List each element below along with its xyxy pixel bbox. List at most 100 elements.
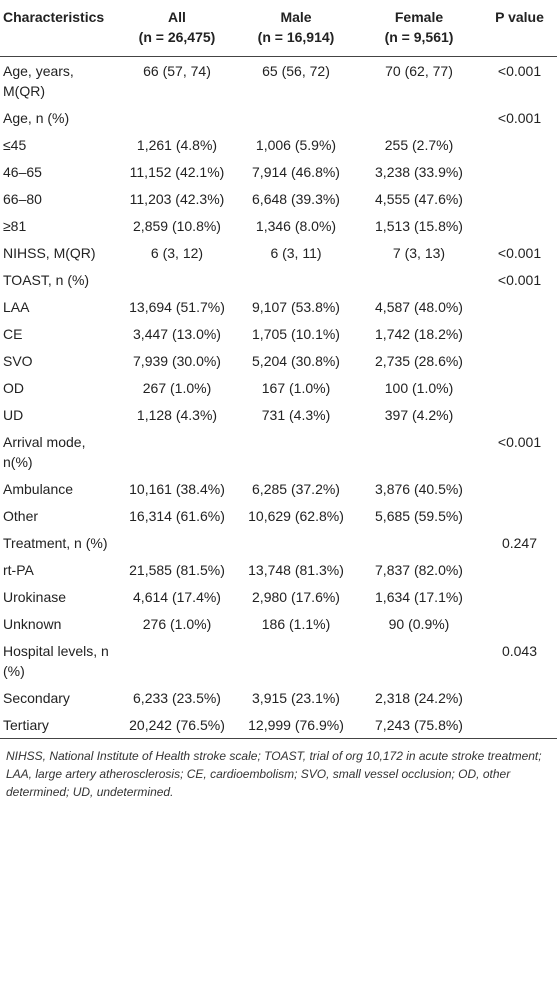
cell-text: 3,238 (33.9%): [375, 163, 463, 180]
cell: 397 (4.2%): [356, 401, 482, 428]
cell-text: Unknown: [3, 615, 62, 632]
row-label: Ambulance: [0, 475, 118, 502]
cell: [236, 637, 356, 684]
table-row: Ambulance 10,161 (38.4%) 6,285 (37.2%) 3,87…: [0, 475, 557, 502]
cell: 20,242 (76.5%): [118, 711, 236, 739]
table-row: Treatment, n (%) 0.247: [0, 529, 557, 556]
row-label: Secondary: [0, 684, 118, 711]
table-row: LAA 13,694 (51.7%) 9,107 (53.8%) 4,587 (48.…: [0, 293, 557, 320]
cell: 100 (1.0%): [356, 374, 482, 401]
cell-text: 66 (57, 74): [143, 62, 211, 79]
column-header: P value: [482, 0, 557, 57]
cell: [482, 293, 557, 320]
cell-text: Ambulance: [3, 480, 74, 497]
cell: [118, 266, 236, 293]
cell: 5,685 (59.5%): [356, 502, 482, 529]
cell: 1,742 (18.2%): [356, 320, 482, 347]
column-title: All: [168, 9, 186, 25]
row-label: rt-PA: [0, 556, 118, 583]
cell-text: 3,915 (23.1%): [252, 689, 340, 706]
cell-text: Urokinase: [3, 588, 67, 605]
cell: [482, 212, 557, 239]
cell: 276 (1.0%): [118, 610, 236, 637]
cell: <0.001: [482, 57, 557, 105]
row-label: TOAST, n (%): [0, 266, 118, 293]
cell-text: 7,243 (75.8%): [375, 716, 463, 733]
cell: [482, 502, 557, 529]
cell: 21,585 (81.5%): [118, 556, 236, 583]
table-row: SVO 7,939 (30.0%) 5,204 (30.8%) 2,735 (28.6…: [0, 347, 557, 374]
cell-text: 6,285 (37.2%): [252, 480, 340, 497]
cell: 7,243 (75.8%): [356, 711, 482, 739]
cell-text: 11,152 (42.1%): [129, 163, 225, 180]
cell: 9,107 (53.8%): [236, 293, 356, 320]
cell-text: Secondary: [3, 689, 70, 706]
row-label: SVO: [0, 347, 118, 374]
cell: 1,128 (4.3%): [118, 401, 236, 428]
cell-text: 5,685 (59.5%): [375, 507, 463, 524]
column-count: (n = 26,475): [138, 29, 216, 45]
cell-text: 1,634 (17.1%): [375, 588, 463, 605]
cell: [482, 610, 557, 637]
cell-text: 7,914 (46.8%): [252, 163, 340, 180]
column-title: P value: [495, 9, 544, 25]
cell: 2,318 (24.2%): [356, 684, 482, 711]
cell: <0.001: [482, 104, 557, 131]
cell: 6,285 (37.2%): [236, 475, 356, 502]
cell: [482, 711, 557, 739]
cell: 3,447 (13.0%): [118, 320, 236, 347]
cell-text: 0.247: [501, 534, 538, 551]
cell-text: 1,513 (15.8%): [375, 217, 463, 234]
cell: 70 (62, 77): [356, 57, 482, 105]
table-row: Age, n (%) <0.001: [0, 104, 557, 131]
cell: 2,859 (10.8%): [118, 212, 236, 239]
cell: [482, 131, 557, 158]
cell-text: 7,837 (82.0%): [375, 561, 463, 578]
row-label: Unknown: [0, 610, 118, 637]
cell: 13,694 (51.7%): [118, 293, 236, 320]
cell: [482, 347, 557, 374]
cell-text: 3,447 (13.0%): [133, 325, 221, 342]
column-header: All (n = 26,475): [118, 0, 236, 57]
row-label: Urokinase: [0, 583, 118, 610]
cell: 3,238 (33.9%): [356, 158, 482, 185]
cell-text: 4,555 (47.6%): [375, 190, 463, 207]
cell: [236, 428, 356, 475]
row-label: 66–80: [0, 185, 118, 212]
table-row: TOAST, n (%) <0.001: [0, 266, 557, 293]
cell-text: Other: [3, 507, 39, 524]
row-label: Age, n (%): [0, 104, 118, 131]
cell-text: Hospital levels, n (%): [3, 642, 109, 679]
cell: 6 (3, 12): [118, 239, 236, 266]
cell: [356, 428, 482, 475]
cell-text: 13,694 (51.7%): [129, 298, 225, 315]
cell-text: 2,859 (10.8%): [133, 217, 221, 234]
cell-text: UD: [3, 406, 24, 423]
cell: 11,152 (42.1%): [118, 158, 236, 185]
cell-text: 66–80: [3, 190, 42, 207]
table-row: Tertiary 20,242 (76.5%) 12,999 (76.9%) 7,24…: [0, 711, 557, 739]
cell: 7 (3, 13): [356, 239, 482, 266]
cell-text: 2,318 (24.2%): [375, 689, 463, 706]
cell: 1,705 (10.1%): [236, 320, 356, 347]
row-label: Hospital levels, n (%): [0, 637, 118, 684]
table-row: rt-PA 21,585 (81.5%) 13,748 (81.3%) 7,837 (…: [0, 556, 557, 583]
cell-text: 4,587 (48.0%): [375, 298, 463, 315]
cell-text: 13,748 (81.3%): [248, 561, 344, 578]
footnote: NIHSS, National Institute of Health stro…: [6, 749, 542, 799]
row-label: Other: [0, 502, 118, 529]
cell: 7,914 (46.8%): [236, 158, 356, 185]
cell: <0.001: [482, 266, 557, 293]
row-label: NIHSS, M(QR): [0, 239, 118, 266]
cell-text: ≤45: [3, 136, 27, 153]
cell: 2,735 (28.6%): [356, 347, 482, 374]
cell: 6,648 (39.3%): [236, 185, 356, 212]
cell-text: Treatment, n (%): [3, 534, 108, 551]
cell-text: 255 (2.7%): [384, 136, 454, 153]
table-row: 66–80 11,203 (42.3%) 6,648 (39.3%) 4,555 (4…: [0, 185, 557, 212]
cell: [118, 104, 236, 131]
cell: [482, 556, 557, 583]
column-header: Male (n = 16,914): [236, 0, 356, 57]
column-header: Female (n = 9,561): [356, 0, 482, 57]
cell-text: <0.001: [497, 62, 542, 79]
